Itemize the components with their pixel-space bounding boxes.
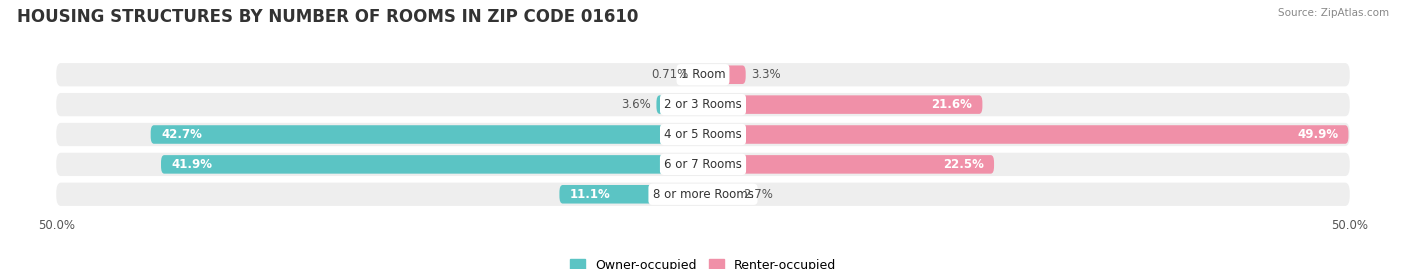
- FancyBboxPatch shape: [657, 95, 703, 114]
- Text: 3.6%: 3.6%: [621, 98, 651, 111]
- Text: 2.7%: 2.7%: [744, 188, 773, 201]
- Text: 1 Room: 1 Room: [681, 68, 725, 81]
- Text: 0.71%: 0.71%: [651, 68, 689, 81]
- FancyBboxPatch shape: [560, 185, 703, 204]
- Text: 6 or 7 Rooms: 6 or 7 Rooms: [664, 158, 742, 171]
- Text: Source: ZipAtlas.com: Source: ZipAtlas.com: [1278, 8, 1389, 18]
- Text: 42.7%: 42.7%: [162, 128, 202, 141]
- Text: 2 or 3 Rooms: 2 or 3 Rooms: [664, 98, 742, 111]
- FancyBboxPatch shape: [56, 93, 1350, 116]
- FancyBboxPatch shape: [693, 65, 703, 84]
- FancyBboxPatch shape: [162, 155, 703, 174]
- Text: 21.6%: 21.6%: [931, 98, 972, 111]
- Text: 11.1%: 11.1%: [569, 188, 610, 201]
- FancyBboxPatch shape: [56, 123, 1350, 146]
- FancyBboxPatch shape: [150, 125, 703, 144]
- FancyBboxPatch shape: [56, 63, 1350, 86]
- Legend: Owner-occupied, Renter-occupied: Owner-occupied, Renter-occupied: [565, 254, 841, 269]
- Text: 22.5%: 22.5%: [943, 158, 984, 171]
- FancyBboxPatch shape: [703, 185, 738, 204]
- Text: 49.9%: 49.9%: [1296, 128, 1339, 141]
- FancyBboxPatch shape: [56, 183, 1350, 206]
- FancyBboxPatch shape: [703, 95, 983, 114]
- FancyBboxPatch shape: [703, 155, 994, 174]
- Text: 3.3%: 3.3%: [751, 68, 780, 81]
- Text: 41.9%: 41.9%: [172, 158, 212, 171]
- Text: 8 or more Rooms: 8 or more Rooms: [652, 188, 754, 201]
- Text: HOUSING STRUCTURES BY NUMBER OF ROOMS IN ZIP CODE 01610: HOUSING STRUCTURES BY NUMBER OF ROOMS IN…: [17, 8, 638, 26]
- Text: 4 or 5 Rooms: 4 or 5 Rooms: [664, 128, 742, 141]
- FancyBboxPatch shape: [703, 65, 745, 84]
- FancyBboxPatch shape: [56, 153, 1350, 176]
- FancyBboxPatch shape: [703, 125, 1348, 144]
